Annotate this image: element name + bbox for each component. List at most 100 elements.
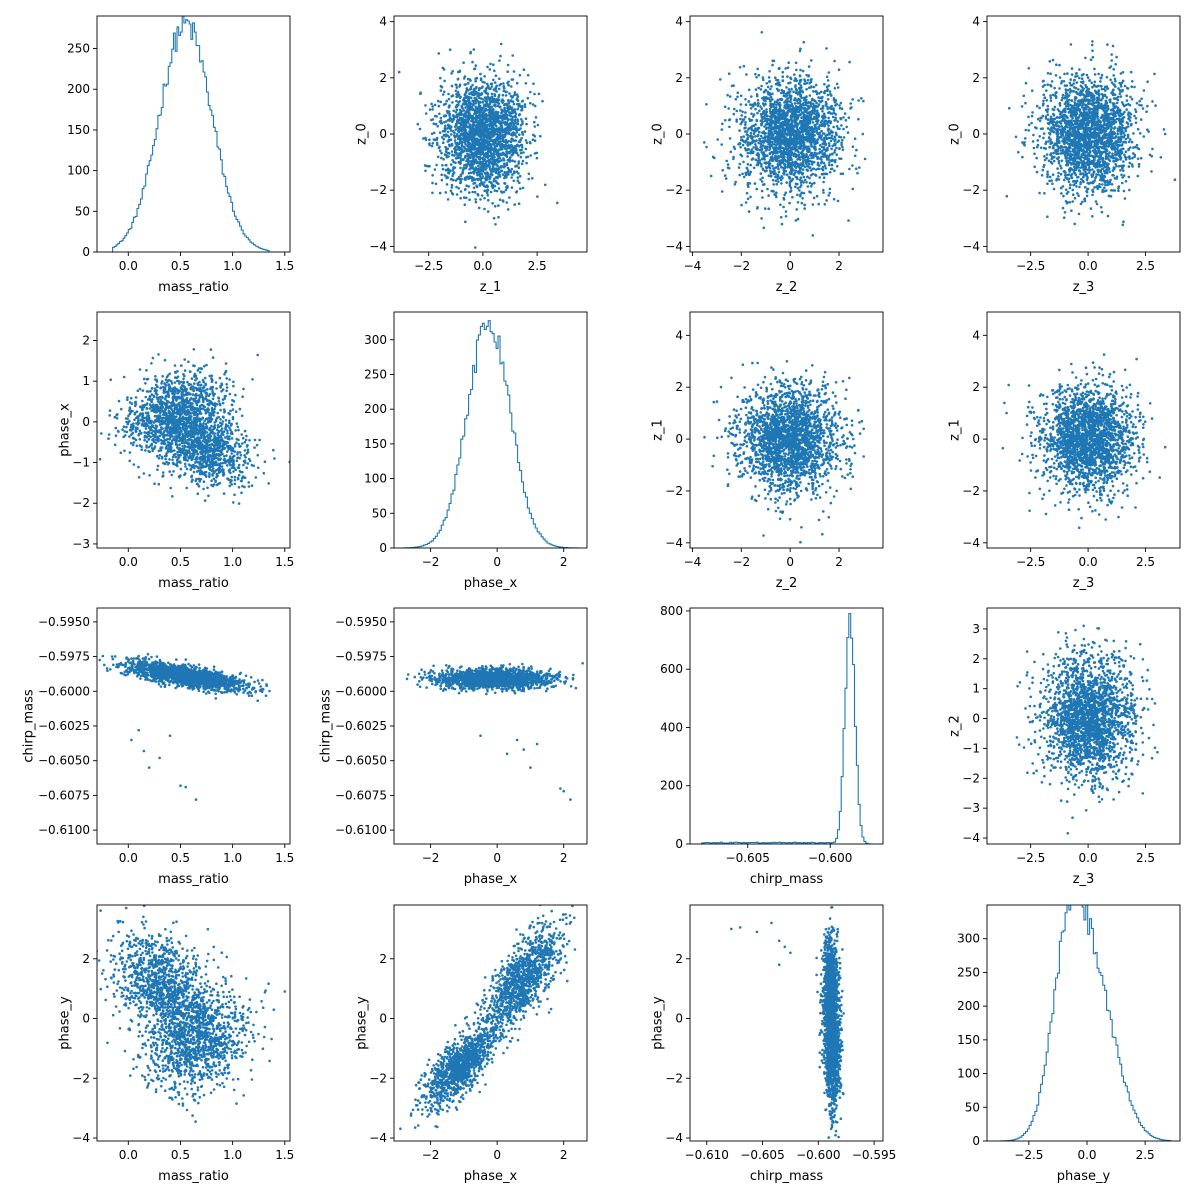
scatter-point [1139,156,1143,160]
scatter-point [817,126,821,129]
scatter-point [827,116,830,120]
scatter-point [811,167,815,171]
scatter-point [463,118,466,122]
scatter-point [801,144,805,148]
scatter-point [501,143,505,147]
scatter-point [456,90,460,94]
scatter-point [493,155,496,159]
scatter-point [833,160,837,164]
scatter-point [505,109,509,113]
scatter-point [801,173,804,176]
scatter-point [740,154,744,158]
scatter-point [495,120,498,124]
scatter-point [815,101,818,105]
scatter-point [430,144,434,148]
scatter-point [776,177,779,180]
scatter-point [466,152,469,156]
scatter-point [495,189,499,193]
scatter-point [1109,189,1113,192]
scatter-point [494,179,498,183]
scatter-point [478,184,482,187]
scatter-point [518,181,521,185]
scatter-point [790,128,794,132]
scatter-point [782,110,786,114]
scatter-point [523,103,527,106]
scatter-point [763,146,767,149]
scatter-point [800,116,803,119]
scatter-point [813,110,817,113]
scatter-point [1162,128,1166,131]
scatter-point [788,153,792,157]
scatter-point [836,86,840,89]
scatter-point [467,171,471,175]
scatter-point [501,93,505,97]
scatter-point [780,166,783,169]
scatter-point [796,201,800,204]
scatter-point [726,93,729,97]
scatter-point [753,102,756,106]
scatter-point [491,113,495,117]
scatter-point [787,138,791,142]
scatter-point [513,118,517,122]
scatter-point [810,182,814,186]
scatter-point [509,114,513,118]
scatter-point [498,120,501,123]
scatter-point [498,59,501,62]
scatter-point [777,146,781,149]
scatter-point [824,148,827,151]
scatter-point [532,82,535,85]
scatter-point [1142,89,1146,92]
scatter-point [837,135,841,138]
scatter-point [832,97,836,100]
scatter-point [799,93,802,96]
scatter-point [1047,140,1050,143]
scatter-point [510,120,514,123]
scatter-point [761,76,765,79]
scatter-point [471,93,475,97]
scatter-point [811,102,815,106]
scatter-point [1083,199,1087,203]
scatter-point [759,88,763,91]
scatter-point [514,145,517,149]
scatter-point [785,181,788,184]
scatter-point [494,223,497,226]
scatter-point [483,189,487,192]
x-tick-label: 1.0 [223,259,242,273]
scatter-point [1073,222,1076,226]
scatter-point [789,167,793,171]
scatter-point [791,195,794,199]
scatter-point [458,121,462,125]
scatter-point [512,70,516,73]
x-tick-label: −2 [732,259,750,273]
scatter-point [1036,117,1040,121]
scatter-point [754,158,758,162]
scatter-point [809,104,813,108]
scatter-point [1097,72,1100,76]
scatter-point [444,145,447,149]
scatter-point [463,124,467,128]
scatter-point [494,110,498,114]
scatter-point [746,144,750,147]
scatter-point [511,134,514,137]
scatter-point [456,78,460,81]
scatter-point [464,111,468,115]
scatter-point [828,90,832,93]
scatter-point [486,137,490,140]
scatter-point [789,95,792,99]
scatter-point [805,155,809,158]
scatter-point [769,93,772,97]
scatter-point [812,90,815,93]
scatter-point [805,129,808,133]
scatter-point [827,194,830,197]
scatter-point [842,116,845,119]
scatter-point [780,146,783,149]
scatter-point [453,139,457,142]
scatter-point [479,118,483,122]
scatter-point [519,155,523,159]
scatter-point [812,85,816,89]
scatter-point [811,234,815,237]
scatter-point [516,102,519,106]
scatter-point [825,85,829,89]
scatter-point [502,89,506,93]
scatter-point [800,89,804,93]
